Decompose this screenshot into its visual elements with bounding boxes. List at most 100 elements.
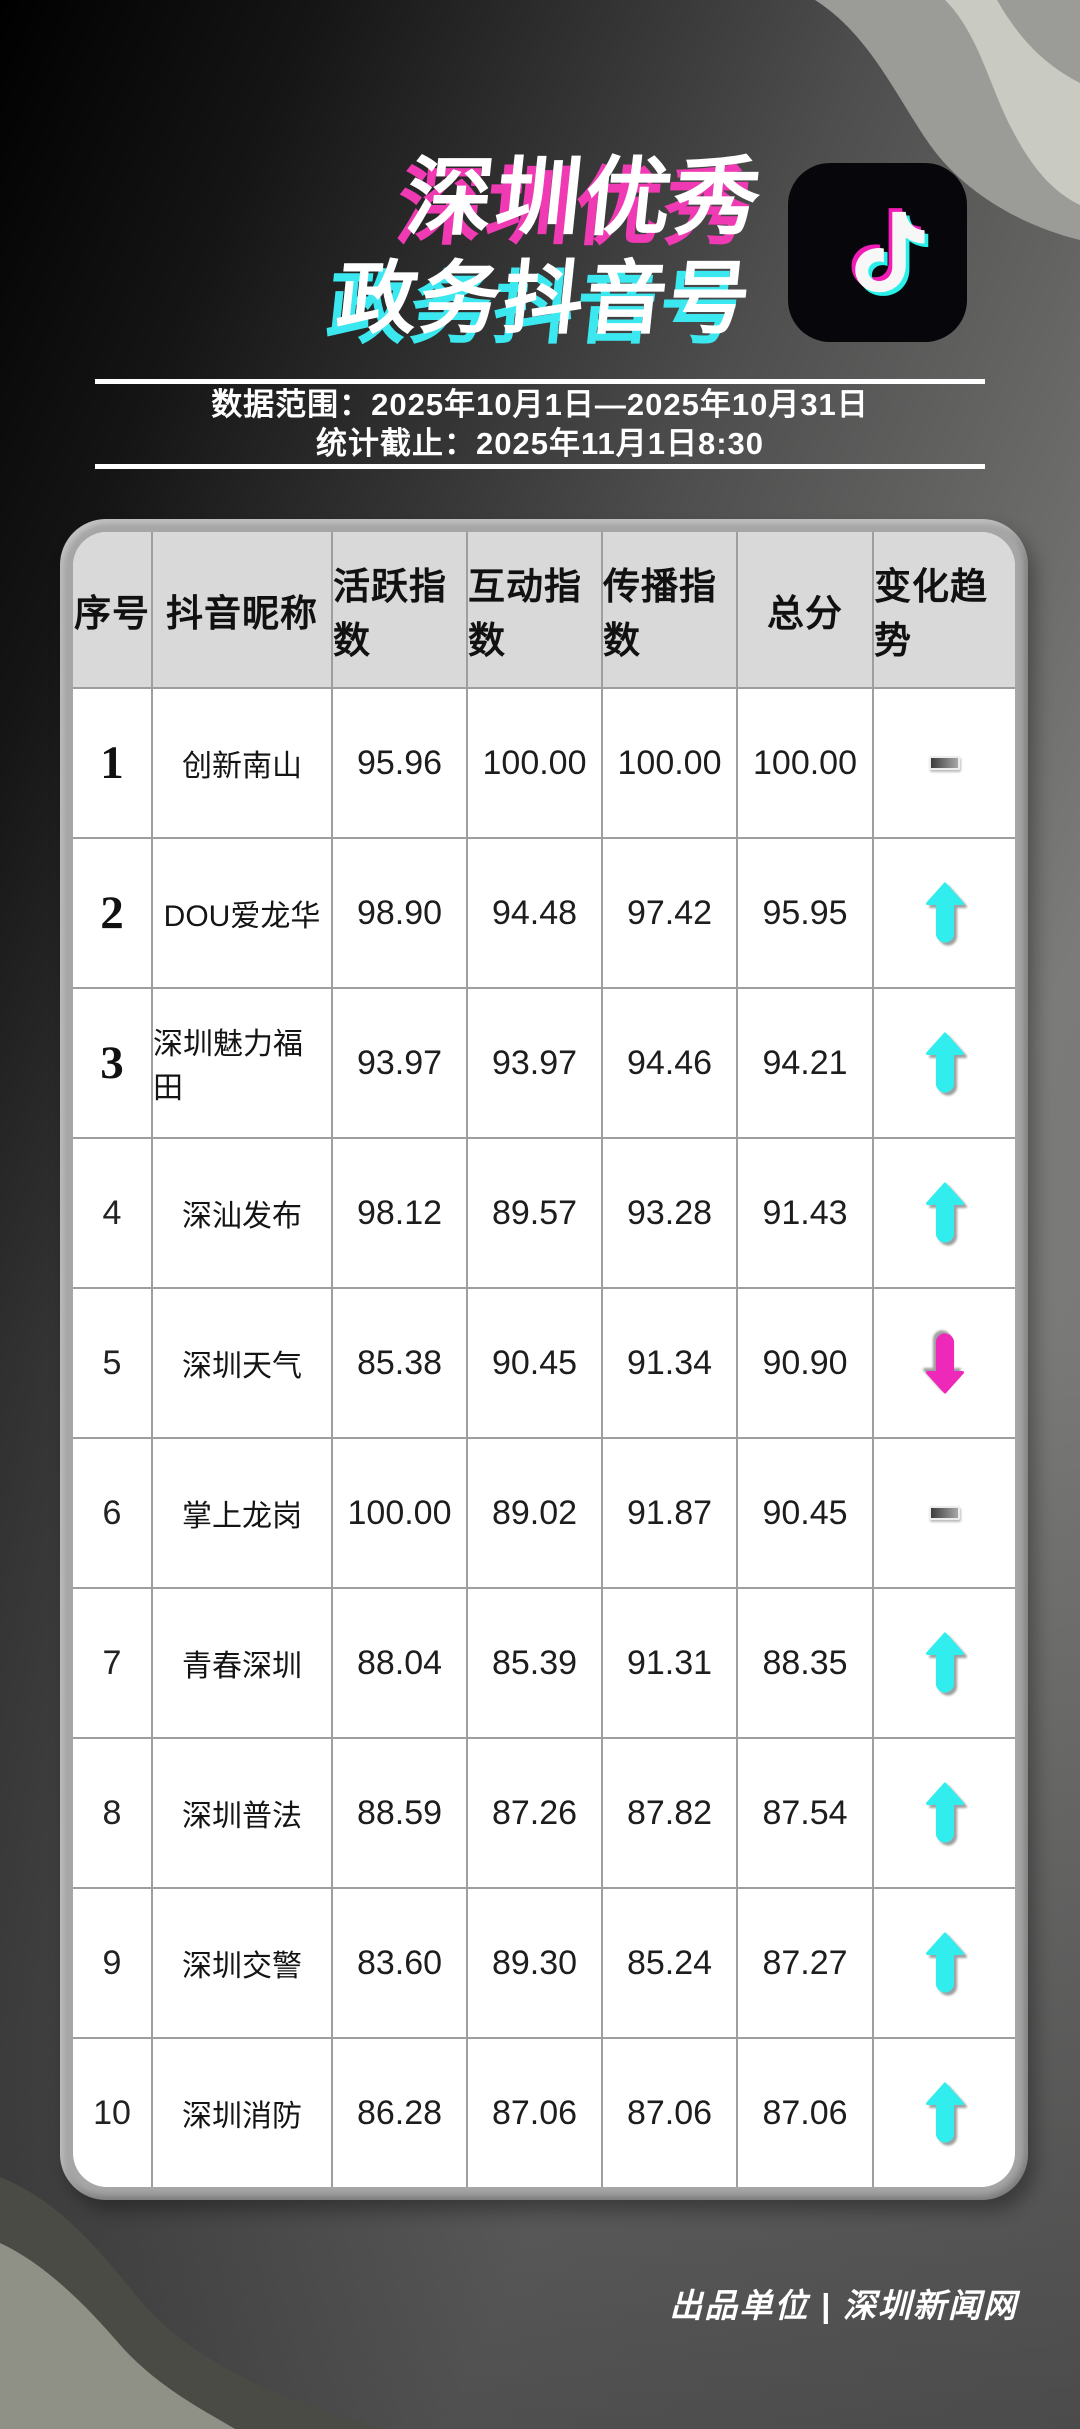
spread-score-cell: 87.06 — [603, 2037, 738, 2187]
rank-cell: 8 — [73, 1737, 153, 1887]
title-line-1: 深圳优秀 — [402, 150, 769, 246]
interact-score-cell: 87.06 — [468, 2037, 603, 2187]
total-score-cell: 95.95 — [738, 837, 874, 987]
account-name-cell: 创新南山 — [153, 687, 333, 837]
rank-cell: 4 — [73, 1137, 153, 1287]
trend-flat-icon — [929, 1506, 960, 1520]
douyin-logo — [788, 163, 967, 342]
footer-credit: 出品单位 | 深圳新闻网 — [669, 2287, 1018, 2324]
trend-cell — [874, 1137, 1015, 1287]
rank-cell: 1 — [73, 687, 153, 837]
trend-cell — [874, 1587, 1015, 1737]
trend-cell — [874, 1287, 1015, 1437]
interact-score-cell: 89.02 — [468, 1437, 603, 1587]
top-divider — [95, 379, 985, 384]
spread-score-cell: 94.46 — [603, 987, 738, 1137]
interact-score-cell: 89.57 — [468, 1137, 603, 1287]
spread-score-cell: 93.28 — [603, 1137, 738, 1287]
total-score-cell: 94.21 — [738, 987, 874, 1137]
trend-up-icon — [925, 1932, 964, 1993]
table-header-cell: 互动指数 — [468, 532, 603, 687]
interact-score-cell: 89.30 — [468, 1887, 603, 2037]
active-score-cell: 98.12 — [333, 1137, 468, 1287]
active-score-cell: 100.00 — [333, 1437, 468, 1587]
trend-up-icon — [925, 882, 964, 943]
account-name-cell: 青春深圳 — [153, 1587, 333, 1737]
total-score-cell: 90.90 — [738, 1287, 874, 1437]
douyin-note-icon — [851, 207, 928, 296]
active-score-cell: 88.04 — [333, 1587, 468, 1737]
spread-score-cell: 87.82 — [603, 1737, 738, 1887]
cutoff-time-text: 统计截止：2025年11月1日8:30 — [315, 426, 765, 461]
poster-title: 深圳优秀 政务抖音号 — [332, 146, 768, 348]
account-name-cell: 深圳消防 — [153, 2037, 333, 2187]
rank-cell: 10 — [73, 2037, 153, 2187]
active-score-cell: 95.96 — [333, 687, 468, 837]
trend-cell — [874, 2037, 1015, 2187]
active-score-cell: 88.59 — [333, 1737, 468, 1887]
trend-flat-icon — [929, 756, 960, 770]
account-name-cell: DOU爱龙华 — [153, 837, 333, 987]
rank-cell: 7 — [73, 1587, 153, 1737]
active-score-cell: 85.38 — [333, 1287, 468, 1437]
total-score-cell: 90.45 — [738, 1437, 874, 1587]
interact-score-cell: 93.97 — [468, 987, 603, 1137]
table-frame: 序号 抖音昵称 活跃指数 互动指数 传播指数 总分 变化趋势 1 创新南山 95.96 100.00… — [60, 519, 1028, 2200]
spread-score-cell: 91.31 — [603, 1587, 738, 1737]
trend-cell — [874, 687, 1015, 837]
table-header-cell: 活跃指数 — [333, 532, 468, 687]
total-score-cell: 87.27 — [738, 1887, 874, 2037]
rank-cell: 6 — [73, 1437, 153, 1587]
interact-score-cell: 94.48 — [468, 837, 603, 987]
active-score-cell: 98.90 — [333, 837, 468, 987]
table-header-cell: 抖音昵称 — [153, 532, 333, 687]
trend-cell — [874, 1737, 1015, 1887]
spread-score-cell: 85.24 — [603, 1887, 738, 2037]
total-score-cell: 87.54 — [738, 1737, 874, 1887]
interact-score-cell: 100.00 — [468, 687, 603, 837]
interact-score-cell: 85.39 — [468, 1587, 603, 1737]
ranking-table: 序号 抖音昵称 活跃指数 互动指数 传播指数 总分 变化趋势 1 创新南山 95.96 100.00… — [73, 532, 1015, 2187]
account-name-cell: 深汕发布 — [153, 1137, 333, 1287]
spread-score-cell: 91.34 — [603, 1287, 738, 1437]
active-score-cell: 93.97 — [333, 987, 468, 1137]
total-score-cell: 87.06 — [738, 2037, 874, 2187]
account-name-cell: 深圳天气 — [153, 1287, 333, 1437]
trend-cell — [874, 1887, 1015, 2037]
date-range-block: 数据范围：2025年10月1日—2025年10月31日 统计截止：2025年11… — [95, 379, 985, 469]
interact-score-cell: 87.26 — [468, 1737, 603, 1887]
rank-cell: 9 — [73, 1887, 153, 2037]
interact-score-cell: 90.45 — [468, 1287, 603, 1437]
trend-up-icon — [925, 2082, 964, 2143]
total-score-cell: 88.35 — [738, 1587, 874, 1737]
trend-up-icon — [925, 1032, 964, 1093]
total-score-cell: 91.43 — [738, 1137, 874, 1287]
table-header-cell: 序号 — [73, 532, 153, 687]
table-header-cell: 传播指数 — [603, 532, 738, 687]
total-score-cell: 100.00 — [738, 687, 874, 837]
rank-cell: 2 — [73, 837, 153, 987]
rank-cell: 3 — [73, 987, 153, 1137]
rank-cell: 5 — [73, 1287, 153, 1437]
trend-up-icon — [925, 1782, 964, 1843]
active-score-cell: 83.60 — [333, 1887, 468, 2037]
trend-cell — [874, 837, 1015, 987]
trend-up-icon — [925, 1632, 964, 1693]
table-header-cell: 变化趋势 — [874, 532, 1015, 687]
data-range-text: 数据范围：2025年10月1日—2025年10月31日 — [211, 387, 869, 422]
trend-cell — [874, 1437, 1015, 1587]
active-score-cell: 86.28 — [333, 2037, 468, 2187]
bottom-divider — [95, 464, 985, 469]
account-name-cell: 深圳普法 — [153, 1737, 333, 1887]
trend-cell — [874, 987, 1015, 1137]
table-header-cell: 总分 — [738, 532, 874, 687]
trend-up-icon — [925, 1182, 964, 1243]
spread-score-cell: 97.42 — [603, 837, 738, 987]
spread-score-cell: 100.00 — [603, 687, 738, 837]
title-line-2: 政务抖音号 — [332, 254, 758, 343]
account-name-cell: 掌上龙岗 — [153, 1437, 333, 1587]
account-name-cell: 深圳魅力福田 — [153, 987, 333, 1137]
account-name-cell: 深圳交警 — [153, 1887, 333, 2037]
spread-score-cell: 91.87 — [603, 1437, 738, 1587]
